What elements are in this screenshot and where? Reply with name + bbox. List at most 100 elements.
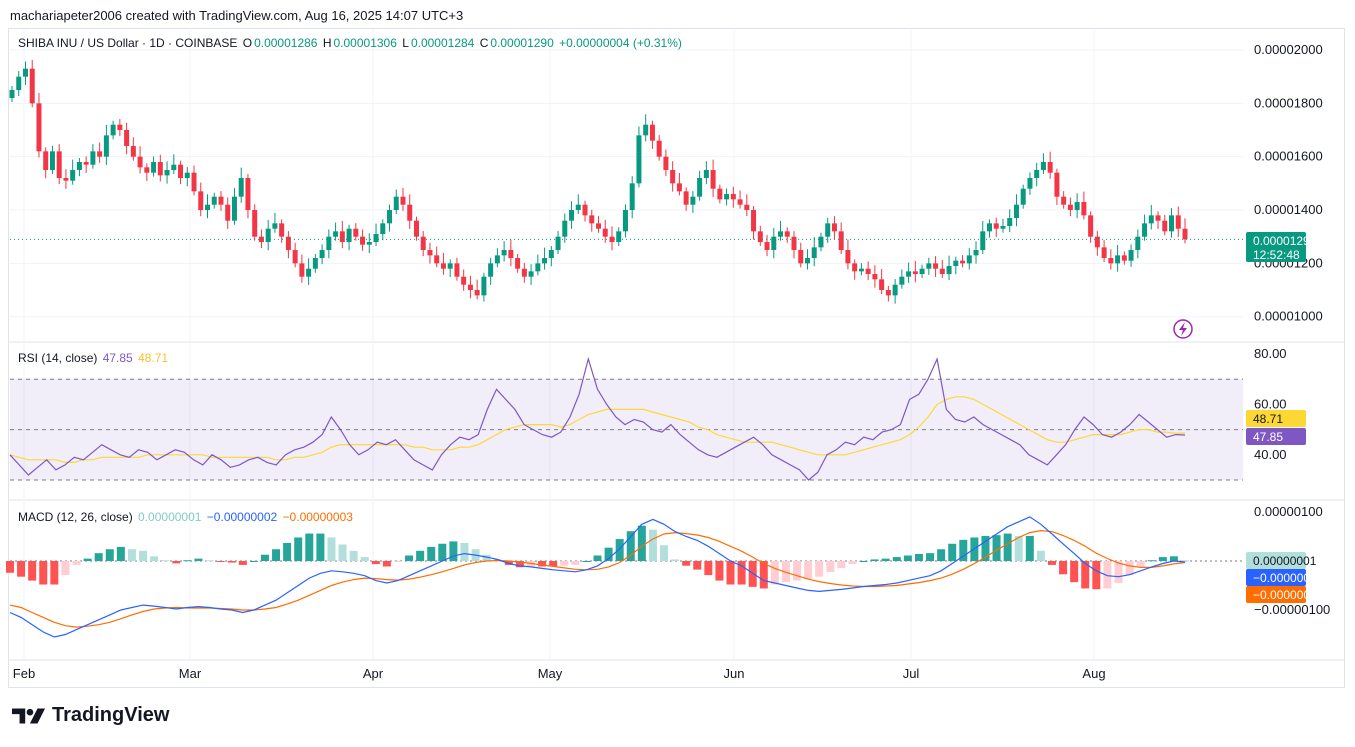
lightning-icon-ring: [1173, 319, 1193, 339]
macd-histogram-bar: [693, 561, 702, 570]
macd-signal-badge: −0.00000003: [1246, 586, 1324, 603]
candle-body: [258, 236, 264, 243]
candle-body: [29, 68, 35, 104]
macd-histogram-bar: [715, 561, 724, 581]
candle-body: [885, 290, 891, 296]
macd-histogram-bar: [914, 553, 923, 561]
candle-body: [1148, 215, 1154, 224]
candle-body: [703, 170, 709, 179]
macd-histogram-bar: [1181, 560, 1189, 562]
candle-body: [346, 228, 352, 243]
macd-histogram-bar: [737, 561, 746, 585]
candle-body: [157, 162, 163, 176]
candle-body: [865, 268, 871, 275]
candle-body: [218, 196, 224, 205]
candle-body: [238, 178, 244, 197]
macd-histogram-bar: [283, 542, 292, 561]
macd-histogram-bar: [427, 546, 436, 561]
macd-histogram-bar: [349, 550, 358, 561]
candle-body: [771, 236, 777, 251]
macd-histogram-bar: [139, 550, 148, 561]
macd-histogram-bar: [781, 561, 790, 583]
candle-body: [420, 236, 426, 251]
macd-histogram-bar: [1158, 557, 1167, 561]
macd-line-value: −0.00000002: [206, 510, 278, 524]
macd-histogram-bar: [959, 539, 968, 561]
macd-histogram-bar: [660, 545, 669, 561]
candle-body: [90, 151, 96, 165]
rsi-legend: RSI (14, close) 47.85 48.71: [18, 351, 170, 365]
candle-body: [899, 276, 905, 285]
candle-body: [407, 204, 413, 221]
macd-signal-badge-bg: [1246, 586, 1306, 603]
macd-histogram-bar: [382, 561, 391, 567]
time-tick-label: Apr: [363, 666, 384, 681]
candle-body: [440, 263, 446, 269]
candle-body: [602, 228, 608, 237]
candle-body: [838, 231, 844, 251]
candle-body: [1081, 202, 1087, 216]
candle-body: [124, 130, 130, 147]
macd-histogram-bar: [1081, 561, 1090, 589]
candle-body: [1088, 215, 1094, 237]
candle-body: [663, 156, 669, 171]
candle-body: [326, 236, 332, 251]
candle-body: [589, 215, 595, 224]
macd-hist-badge-text: 0.00000001: [1253, 554, 1317, 568]
macd-badge-text: −0.00000002: [1253, 571, 1324, 585]
macd-histogram-bar: [50, 561, 59, 585]
rsi-line: [9, 356, 1186, 481]
candle-body: [43, 151, 49, 171]
candle-body: [555, 236, 561, 251]
candle-body: [831, 223, 837, 232]
macd-histogram-bar: [1125, 561, 1134, 576]
candle-body: [454, 263, 460, 277]
candle-body: [501, 250, 507, 256]
candle-body: [110, 124, 116, 136]
candle-body: [319, 250, 325, 259]
candle-body: [333, 231, 339, 237]
time-axis: Feb Mar Apr May Jun Jul Aug: [13, 666, 1106, 681]
candle-body: [778, 231, 784, 237]
macd-histogram-bar: [416, 550, 425, 561]
current-price-badge-bg: [1246, 232, 1306, 262]
candle-body: [609, 236, 615, 243]
macd-histogram-bar: [1070, 561, 1079, 583]
rsi-ma-line: [9, 396, 1186, 463]
macd-histogram-bar: [804, 561, 813, 580]
macd-histogram-bar: [249, 561, 258, 562]
candle-body: [211, 196, 217, 205]
candle-body: [1108, 258, 1114, 264]
candlesticks: [9, 59, 1243, 304]
candle-body: [1074, 202, 1080, 211]
macd-histogram-bar: [671, 559, 680, 561]
rsi-ma-badge-bg: [1246, 410, 1306, 427]
high-value: 0.00001306: [333, 36, 397, 50]
macd-histogram-bar: [205, 560, 214, 562]
candle-body: [312, 258, 318, 269]
created-by-line: machariapeter2006 created with TradingVi…: [10, 8, 464, 23]
candle-body: [245, 178, 251, 211]
candle-body: [1047, 162, 1053, 173]
macd-histogram-bar: [870, 559, 879, 561]
macd-histogram-bar: [1114, 561, 1123, 583]
price-axis: 0.00002000 0.00001800 0.00001600 0.00001400…: [1254, 42, 1323, 324]
macd-histogram-bar: [992, 535, 1001, 561]
candle-body: [360, 236, 366, 245]
macd-hist-badge: 0.00000001: [1246, 552, 1317, 569]
candle-body: [845, 250, 851, 264]
candle-body: [205, 204, 210, 211]
rsi-tick-label: 60.00: [1254, 396, 1287, 411]
candle-body: [919, 268, 925, 275]
macd-histogram-bar: [39, 561, 48, 585]
macd-histogram-bar: [161, 560, 170, 562]
macd-histogram-bar: [449, 541, 458, 561]
candle-body: [393, 196, 399, 211]
candle-body: [508, 250, 514, 259]
rsi-badge-text: 47.85: [1253, 430, 1283, 444]
macd-histogram-bar: [1092, 561, 1101, 590]
macd-histogram-bar: [881, 558, 890, 561]
macd-histogram-bar: [260, 554, 269, 561]
